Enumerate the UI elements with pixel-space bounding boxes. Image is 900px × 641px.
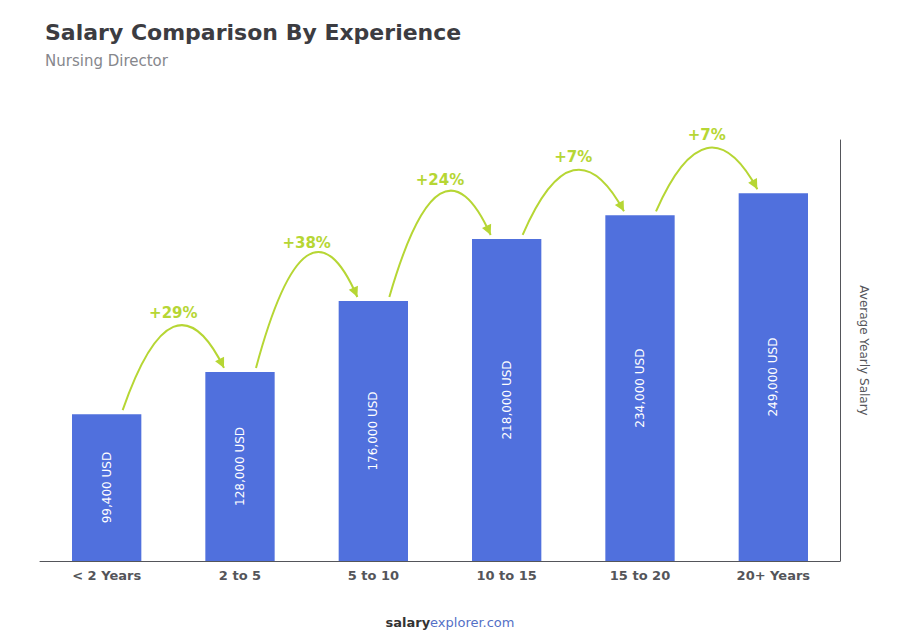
- svg-text:128,000 USD: 128,000 USD: [233, 427, 247, 506]
- svg-text:176,000 USD: 176,000 USD: [366, 391, 380, 470]
- svg-text:+7%: +7%: [554, 148, 592, 166]
- svg-text:explorer.com: explorer.com: [430, 615, 514, 630]
- svg-text:< 2 Years: < 2 Years: [72, 568, 141, 583]
- svg-text:+29%: +29%: [149, 304, 197, 322]
- svg-text:2 to 5: 2 to 5: [219, 568, 261, 583]
- svg-text:10 to 15: 10 to 15: [476, 568, 536, 583]
- svg-text:5 to 10: 5 to 10: [348, 568, 399, 583]
- svg-text:20+ Years: 20+ Years: [737, 568, 811, 583]
- svg-text:+7%: +7%: [688, 126, 726, 144]
- svg-text:+38%: +38%: [282, 234, 330, 252]
- svg-text:218,000 USD: 218,000 USD: [500, 360, 514, 439]
- svg-text:Nursing Director: Nursing Director: [45, 52, 169, 70]
- svg-text:249,000 USD: 249,000 USD: [766, 338, 780, 417]
- svg-text:Average Yearly Salary: Average Yearly Salary: [857, 285, 871, 415]
- svg-text:15 to 20: 15 to 20: [610, 568, 670, 583]
- svg-text:Salary Comparison By Experienc: Salary Comparison By Experience: [45, 20, 461, 45]
- svg-text:+24%: +24%: [416, 171, 464, 189]
- svg-text:salary: salary: [385, 615, 430, 630]
- svg-text:234,000 USD: 234,000 USD: [633, 349, 647, 428]
- svg-text:99,400 USD: 99,400 USD: [100, 452, 114, 523]
